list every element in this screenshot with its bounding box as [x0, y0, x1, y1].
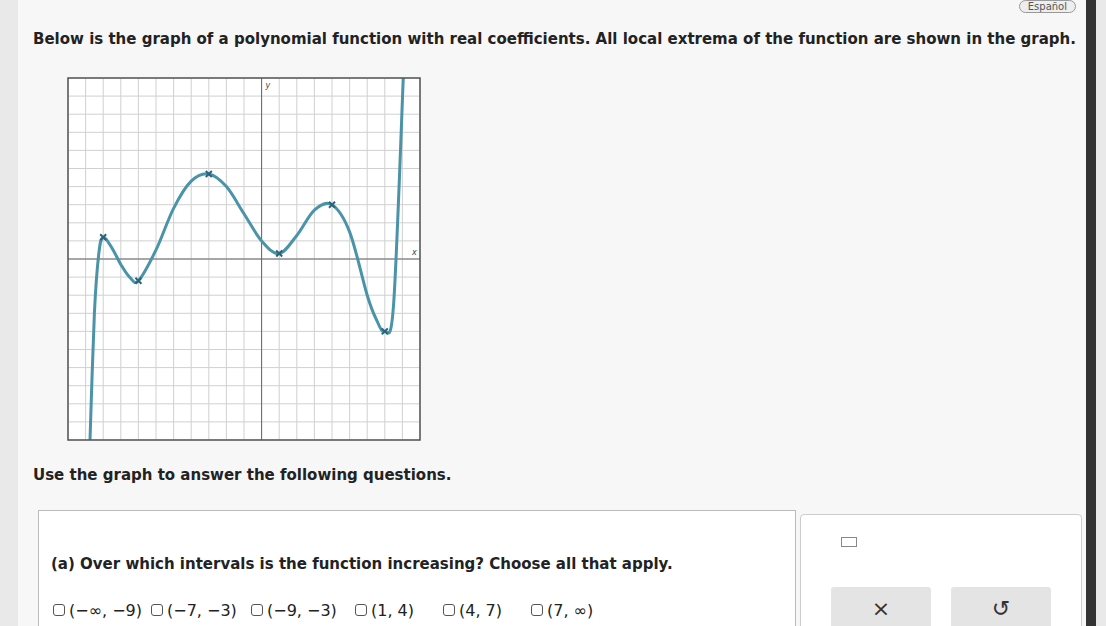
grid-line-y — [68, 349, 420, 350]
option-label: (−7, −3) — [167, 601, 237, 620]
grid-line-y — [68, 96, 420, 97]
checkbox[interactable] — [443, 604, 455, 616]
grid-line-y — [68, 331, 420, 332]
y-axis-label: y — [265, 81, 271, 90]
action-button[interactable]: × — [831, 587, 931, 626]
grid-line-y — [68, 259, 420, 260]
grid-line-y — [68, 150, 420, 151]
prompt: Below is the graph of a polynomial funct… — [33, 30, 1076, 48]
grid-line-y — [68, 403, 420, 404]
extremum-marker — [382, 328, 388, 334]
option-label: (7, ∞) — [547, 601, 593, 620]
grid-line-y — [68, 114, 420, 115]
answer-option[interactable]: (−7, −3) — [151, 601, 237, 620]
y-axis — [261, 78, 262, 440]
scrollbar[interactable] — [1086, 0, 1096, 626]
extremum-marker — [206, 171, 212, 177]
question-text: (a) Over which intervals is the function… — [51, 555, 673, 573]
grid-line-y — [68, 168, 420, 169]
answer-option[interactable]: (−∞, −9) — [53, 601, 142, 620]
extremum-marker — [329, 202, 335, 208]
tools-box: ×↺ — [800, 514, 1082, 626]
plot-background — [68, 78, 420, 440]
x-axis — [68, 259, 420, 260]
grid-line-y — [68, 313, 420, 314]
answer-option[interactable]: (−9, −3) — [251, 601, 337, 620]
option-label: (4, 7) — [459, 601, 502, 620]
graph: xy — [66, 76, 438, 448]
function-curve — [90, 78, 403, 440]
option-label: (1, 4) — [371, 601, 414, 620]
grid-line-y — [68, 367, 420, 368]
data-group — [90, 78, 403, 440]
question-box: (a) Over which intervals is the function… — [38, 510, 796, 626]
grid-line-y — [68, 277, 420, 278]
grid-line-x — [261, 78, 262, 440]
answer-option[interactable]: (4, 7) — [443, 601, 502, 620]
option-label: (−∞, −9) — [69, 601, 142, 620]
grid-line-y — [68, 132, 420, 133]
checkbox[interactable] — [251, 604, 263, 616]
instructions: Use the graph to answer the following qu… — [33, 466, 451, 484]
language-button[interactable]: Español — [1019, 0, 1076, 13]
grid-line-y — [68, 240, 420, 241]
extremum-marker — [100, 234, 106, 240]
checkbox[interactable] — [151, 604, 163, 616]
answer-option[interactable]: (7, ∞) — [531, 601, 593, 620]
grid-line-y — [68, 385, 420, 386]
grid-line-y — [68, 222, 420, 223]
grid-line-y — [68, 421, 420, 422]
grid-line-y — [68, 204, 420, 205]
checkbox[interactable] — [53, 604, 65, 616]
answer-option[interactable]: (1, 4) — [355, 601, 414, 620]
checkbox[interactable] — [355, 604, 367, 616]
grid-line-y — [68, 186, 420, 187]
tool-icon[interactable] — [841, 537, 857, 547]
action-button[interactable]: ↺ — [951, 587, 1051, 626]
checkbox[interactable] — [531, 604, 543, 616]
option-label: (−9, −3) — [267, 601, 337, 620]
x-axis-label: x — [411, 248, 417, 257]
extremum-marker — [135, 278, 141, 284]
extremum-marker — [276, 251, 282, 257]
plot-frame — [68, 78, 420, 440]
